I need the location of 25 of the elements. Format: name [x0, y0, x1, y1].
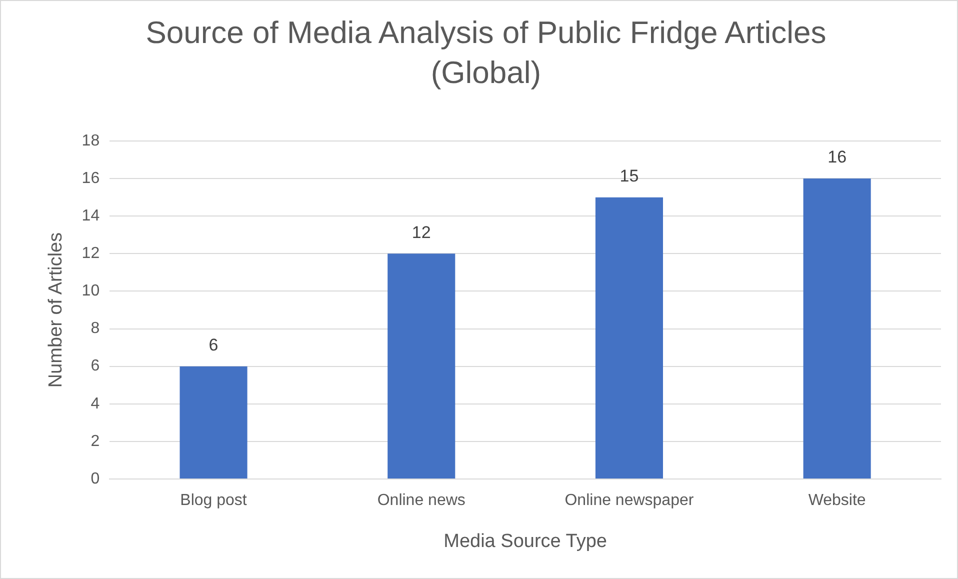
y-tick-label: 16	[82, 170, 100, 187]
y-tick-label: 0	[90, 470, 100, 488]
data-label: 15	[620, 166, 639, 186]
y-tick-label: 14	[82, 208, 100, 225]
x-tick-label: Blog post	[180, 492, 248, 510]
data-label: 6	[208, 336, 218, 355]
y-tick-label: 18	[82, 132, 100, 150]
y-tick-label: 6	[90, 358, 100, 375]
bar	[803, 178, 871, 478]
x-tick-label: Website	[808, 492, 866, 510]
y-tick-label: 12	[82, 245, 100, 262]
chart-title: Source of Media Analysis of Public Fridge Articles (Global)	[144, 14, 828, 92]
y-tick-label: 10	[82, 282, 100, 300]
x-tick-label: Online newspaper	[564, 492, 694, 510]
x-axis-title: Media Source Type	[444, 530, 607, 552]
y-tick-label: 2	[90, 432, 100, 450]
y-axis-title: Number of Articles	[46, 232, 67, 388]
data-label: 12	[412, 222, 431, 242]
bar	[180, 366, 248, 478]
bar	[388, 254, 456, 478]
bar	[595, 197, 663, 478]
y-tick-label: 4	[90, 395, 100, 412]
x-tick-label: Online news	[377, 492, 466, 510]
data-label: 16	[828, 148, 847, 167]
y-tick-label: 8	[90, 320, 100, 338]
